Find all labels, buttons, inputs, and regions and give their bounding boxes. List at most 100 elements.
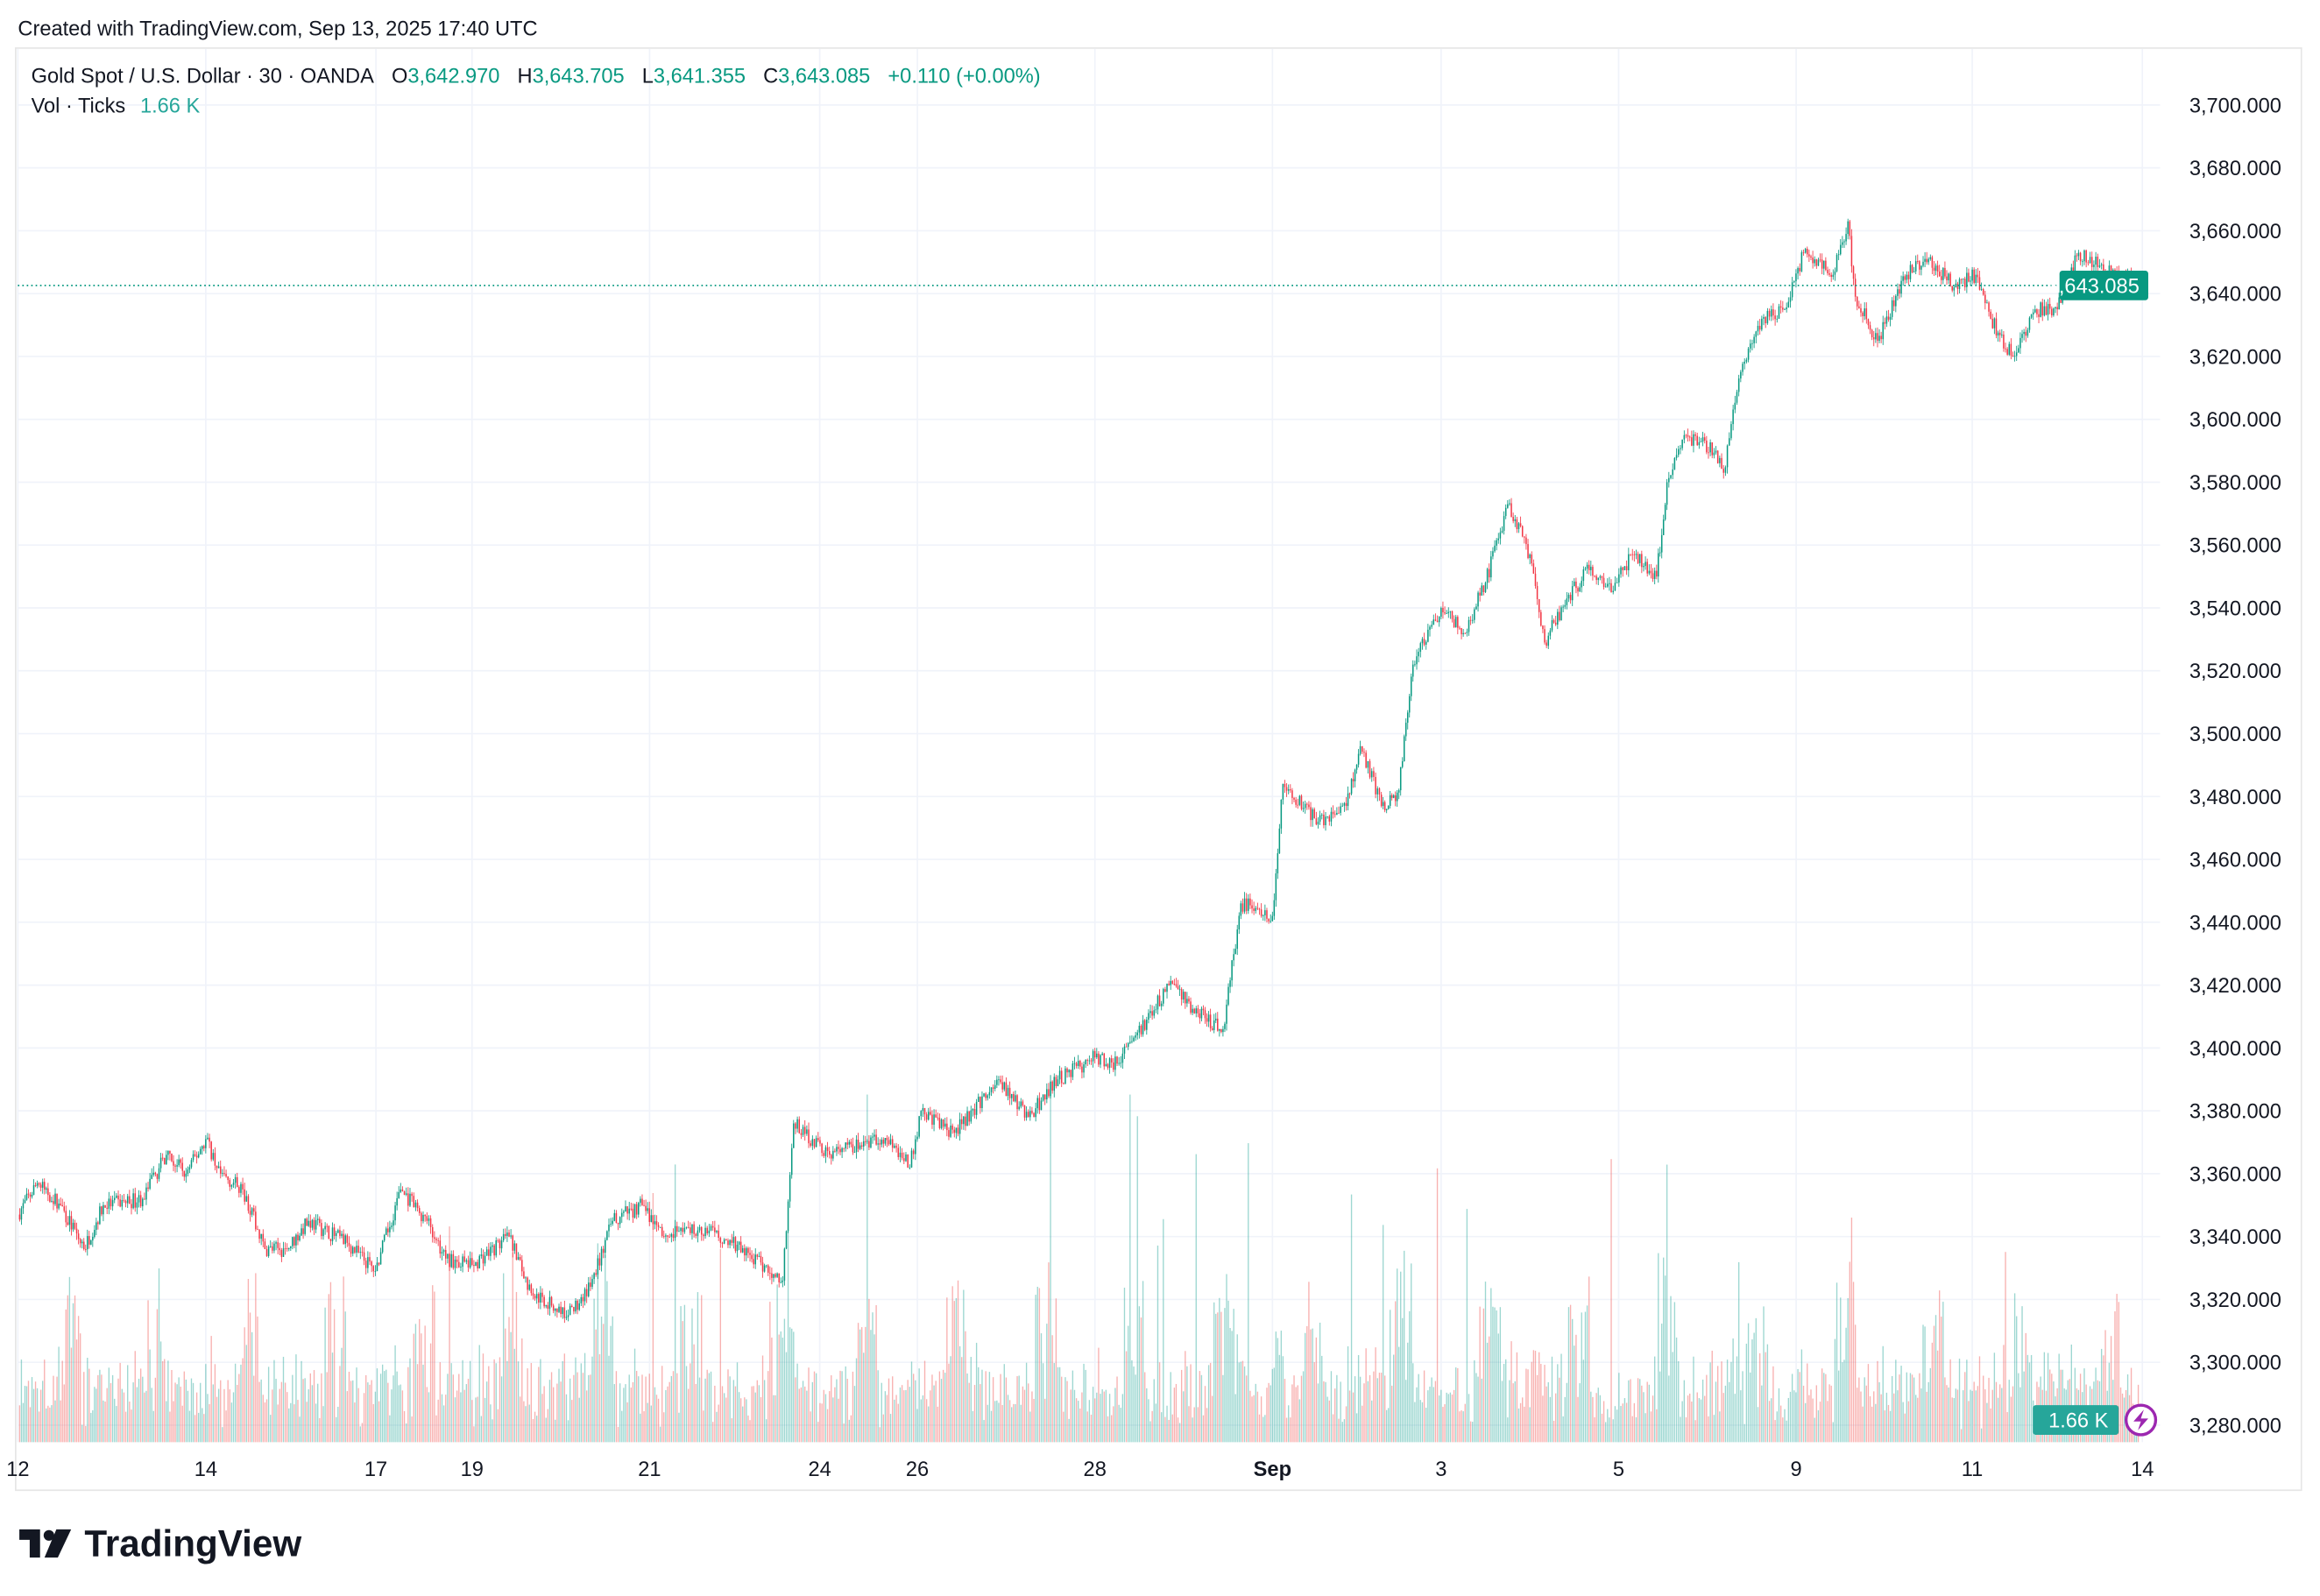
volume-bar [602,1324,605,1443]
volume-bar [389,1415,391,1443]
volume-bar [1590,1391,1592,1443]
candle [595,1273,597,1275]
candle [1960,279,1963,280]
volume-bar [1942,1302,1944,1443]
volume-bar [1579,1383,1581,1443]
volume-bar [1607,1409,1609,1443]
volume-bar [1913,1377,1915,1443]
candle [1390,794,1393,798]
candle [126,1196,129,1204]
candle [1038,1098,1041,1111]
volume-bar [1140,1317,1142,1443]
candle [159,1157,162,1169]
candle [1924,258,1926,262]
candle [1317,822,1319,825]
tradingview-logo[interactable]: TradingView [19,1522,301,1564]
candle [1114,1056,1116,1070]
volume-bar [1048,1262,1050,1443]
candle [1320,815,1323,816]
price-axis[interactable]: 3,700.0003,680.0003,660.0003,640.0003,62… [2189,95,2281,1437]
candle [662,1236,665,1237]
volume-bar [337,1407,339,1443]
candle [2021,334,2023,338]
volume-bar [663,1412,665,1443]
candle [473,1264,475,1267]
candle [1779,306,1782,308]
candle [1892,300,1895,307]
volume-bar [845,1366,846,1443]
volume-bar [2013,1293,2016,1443]
volume-bar [1101,1388,1103,1443]
candle [749,1253,751,1255]
volume-bar [144,1392,145,1443]
candle [1023,1105,1026,1118]
volume-bar [119,1362,121,1443]
candle [269,1246,272,1247]
volume-bar [350,1381,352,1443]
candle [1765,316,1766,324]
candle [760,1255,762,1263]
candle [602,1248,605,1253]
candle [424,1214,426,1217]
volume-bar [683,1304,686,1443]
volume-bar [319,1417,321,1443]
candle [771,1273,773,1278]
candle [88,1236,90,1245]
volume-bar [1612,1419,1614,1443]
volume-bar [608,1355,610,1443]
candle [1579,587,1581,592]
candle [578,1303,580,1310]
candle [1275,873,1277,900]
volume-bar [1072,1370,1074,1443]
candle [1536,585,1538,600]
candle [857,1140,859,1149]
candle [1370,771,1373,778]
volume-bar [1650,1411,1652,1443]
candle [1020,1101,1022,1107]
candle [20,1208,23,1220]
candle [367,1257,369,1268]
volume-bar [1919,1373,1920,1443]
candle [716,1230,718,1232]
candle [1373,771,1375,777]
candle [1843,241,1845,243]
candle [357,1246,359,1253]
candle [1190,1001,1192,1013]
candle [866,1141,868,1142]
volume-bar [1986,1402,1988,1443]
candle [1980,289,1983,290]
time-axis[interactable]: 12 14 17 19 21 24 26 28 Sep 3 5 9 11 14 [6,1458,2154,1481]
candle [874,1134,875,1137]
candle [1319,815,1321,823]
volume-bar [1877,1360,1878,1443]
volume-bar [255,1273,257,1443]
volume-bar [565,1394,568,1443]
candle [659,1226,661,1228]
candle [775,1274,776,1277]
volume-bar [134,1351,136,1443]
volume-bar [892,1376,894,1443]
volume-bar [1146,1388,1148,1443]
candle [1835,254,1838,272]
volume-bar [899,1387,902,1443]
volume-bar [1111,1415,1113,1443]
candle [495,1240,498,1256]
lightning-bolt-icon[interactable] [2124,1403,2158,1437]
candle [1880,335,1882,340]
volume-bar [1984,1389,1986,1443]
volume-bar [1468,1394,1470,1443]
candle [683,1227,686,1232]
volume-bar [1581,1312,1582,1443]
volume-bar [223,1388,225,1443]
volume-bar [1484,1282,1487,1443]
candle [787,1201,789,1232]
volume-bar [394,1345,396,1443]
candle [1427,629,1429,642]
candle [2076,255,2078,257]
candle [1359,745,1362,754]
volume-bar [210,1336,212,1443]
volume-bar [769,1302,771,1443]
candle [422,1214,424,1222]
volume-bar [623,1388,625,1443]
